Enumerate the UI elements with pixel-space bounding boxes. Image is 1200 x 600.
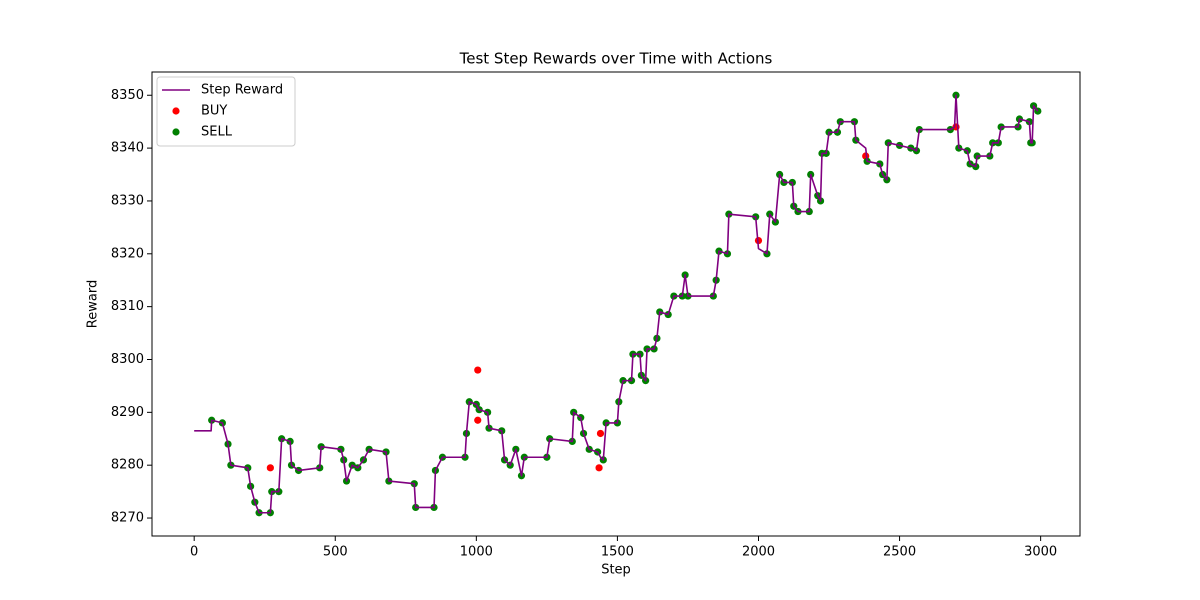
plot-area — [194, 91, 1042, 517]
plot-frame — [151, 71, 1081, 537]
y-axis-label: Reward — [86, 280, 101, 328]
chart-title: Test Step Rewards over Time with Actions — [459, 50, 773, 68]
x-tick-label: 1000 — [460, 545, 493, 560]
y-tick-label: 8340 — [111, 141, 144, 156]
legend-box — [156, 76, 296, 147]
y-tick-label: 8300 — [111, 352, 144, 367]
scatter-point — [474, 416, 482, 424]
x-tick-label: 2500 — [883, 545, 916, 560]
legend-marker — [172, 128, 180, 136]
legend-label: SELL — [201, 125, 233, 140]
line — [194, 94, 1039, 514]
legend-marker — [172, 107, 180, 115]
y-tick-label: 8310 — [111, 299, 144, 314]
y-tick-label: 8290 — [111, 405, 144, 420]
legend-label: Step Reward — [201, 83, 283, 98]
y-tick-label: 8330 — [111, 193, 144, 208]
legend-label: BUY — [201, 104, 227, 119]
x-axis-label: Step — [601, 563, 631, 578]
scatter-point — [595, 464, 603, 472]
scatter-point — [474, 366, 482, 374]
x-tick-label: 1500 — [601, 545, 634, 560]
x-tick-label: 2000 — [742, 545, 775, 560]
scatter-point — [596, 429, 605, 438]
y-tick-label: 8320 — [111, 246, 144, 261]
y-tick-label: 8280 — [111, 458, 144, 473]
x-tick-label: 3000 — [1024, 545, 1057, 560]
scatter-point — [266, 464, 274, 472]
y-tick-label: 8270 — [111, 511, 144, 526]
legend: Step Reward BUY SELL — [156, 76, 296, 147]
x-tick-label: 0 — [190, 545, 198, 560]
y-tick-label: 8350 — [111, 88, 144, 103]
x-tick-label: 500 — [323, 545, 348, 560]
